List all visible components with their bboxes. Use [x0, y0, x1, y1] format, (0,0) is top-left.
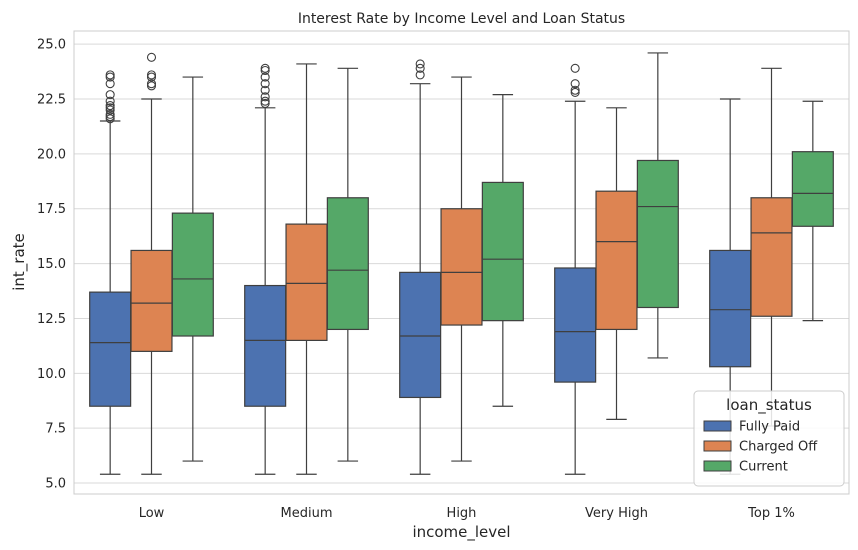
box-iqr [285, 223, 328, 341]
box-iqr [750, 197, 793, 317]
y-tick-label: 22.5 [37, 93, 66, 108]
box-iqr [440, 208, 483, 326]
box-iqr [326, 197, 369, 331]
legend-title: loan_status [726, 396, 812, 415]
y-tick-label: 10.0 [37, 367, 66, 382]
outlier-point [105, 79, 115, 89]
outlier-point [105, 101, 115, 111]
legend-label: Current [739, 460, 788, 475]
outlier-point [415, 63, 425, 73]
y-tick-label: 12.5 [37, 312, 66, 327]
outlier-point [146, 52, 157, 62]
box-group [244, 63, 287, 475]
outlier-point [260, 65, 270, 76]
box-iqr [554, 267, 597, 383]
y-tick-labels: 5.0 7.5 10.0 12.5 15.0 17.5 20.0 22.5 25.0 [37, 38, 66, 492]
box-iqr [595, 190, 638, 331]
box-group [636, 52, 679, 359]
outlier-point [105, 103, 115, 113]
box-group [399, 59, 442, 475]
y-tick-label: 5.0 [45, 477, 66, 492]
outlier-point [260, 79, 270, 89]
outlier-point [570, 79, 580, 89]
outlier-point [105, 70, 115, 80]
box-group [791, 100, 834, 322]
legend-items: Fully Paid Charged Off Current [703, 420, 818, 475]
box-group [130, 52, 173, 475]
outlier-point [570, 85, 580, 95]
box-group [171, 76, 214, 462]
outlier-point [105, 105, 115, 115]
box-iqr [244, 284, 287, 407]
x-tick-label: Low [139, 506, 165, 521]
outlier-point [105, 90, 115, 100]
x-tick-label: Top 1% [747, 506, 795, 521]
outlier-point [415, 70, 425, 80]
box-group [750, 67, 793, 427]
outlier-point [105, 72, 115, 82]
outlier-point [105, 109, 115, 119]
outlier-point [260, 63, 270, 73]
outlier-point [570, 87, 580, 97]
box-iqr [481, 181, 524, 322]
outlier-point [146, 81, 157, 91]
y-tick-label: 17.5 [37, 202, 66, 217]
box-group [481, 94, 524, 407]
outlier-point [146, 79, 157, 89]
box-group [89, 70, 132, 475]
box-iqr [709, 249, 752, 368]
outlier-point [260, 72, 270, 82]
y-axis-title: int_rate [10, 233, 29, 291]
outlier-point [260, 96, 270, 106]
chart-title: Interest Rate by Income Level and Loan S… [298, 11, 625, 27]
x-tick-labels: Low Medium High Very High Top 1% [139, 506, 795, 521]
box-iqr [791, 151, 834, 227]
x-tick-label: Very High [585, 506, 648, 521]
legend-swatch [703, 440, 732, 452]
box-group [326, 67, 369, 462]
outlier-point [105, 96, 115, 106]
plot-frame [73, 30, 850, 495]
box-iqr [171, 212, 214, 337]
x-tick-label: Medium [281, 506, 333, 521]
legend-label: Fully Paid [739, 420, 800, 435]
y-tick-label: 20.0 [37, 147, 66, 162]
outlier-point [570, 63, 580, 73]
boxes-layer [89, 52, 834, 475]
y-tick-label: 25.0 [37, 38, 66, 53]
box-group [440, 76, 483, 462]
box-iqr [636, 159, 679, 309]
y-tick-label: 15.0 [37, 257, 66, 272]
box-iqr [399, 271, 442, 399]
box-group [595, 107, 638, 420]
legend-swatch [703, 460, 732, 472]
box-iqr [130, 249, 173, 352]
box-group [285, 63, 328, 475]
legend-label: Charged Off [739, 440, 818, 455]
x-tick-label: High [447, 506, 477, 521]
outlier-point [260, 98, 270, 108]
outlier-point [105, 112, 115, 122]
outlier-point [146, 70, 157, 80]
y-tick-label: 7.5 [45, 422, 66, 437]
x-axis-title: income_level [412, 523, 510, 542]
outlier-point [105, 114, 115, 124]
outlier-point [146, 72, 157, 82]
box-iqr [89, 291, 132, 407]
legend-swatch [703, 420, 732, 432]
legend: loan_status Fully Paid Charged Off Current [693, 390, 845, 487]
outlier-point [260, 92, 270, 102]
outlier-point [415, 59, 425, 69]
outlier-point [260, 85, 270, 95]
box-group [554, 63, 597, 475]
